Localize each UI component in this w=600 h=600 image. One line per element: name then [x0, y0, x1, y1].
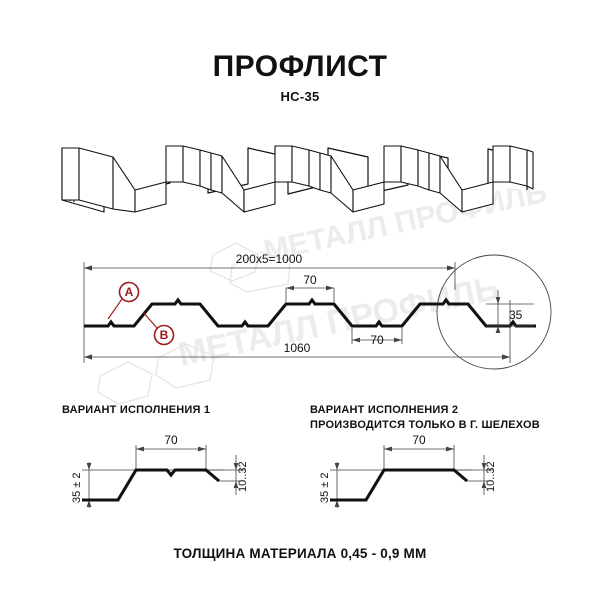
- dim-label-top-flat: 70: [303, 273, 317, 287]
- callout-a-label: A: [125, 285, 134, 299]
- watermark: МЕТАЛЛ ПРОФИЛЬ МЕТАЛЛ ПРОФИЛЬ: [97, 176, 550, 405]
- variant-2-radius-label: 10..32: [485, 461, 497, 492]
- cross-section-view: 200x5=1000 1060 70: [83, 252, 552, 370]
- page-title: ПРОФЛИСТ: [212, 50, 388, 83]
- variant-1-top-width-label: 70: [164, 433, 178, 447]
- detail-circle: [436, 254, 552, 370]
- variant-2-profile-line: [330, 468, 469, 502]
- variant-2-subtitle: ПРОИЗВОДИТСЯ ТОЛЬКО В Г. ШЕЛЕХОВ: [310, 419, 540, 431]
- dim-module-1000: [83, 262, 456, 330]
- callout-a: A: [107, 281, 140, 320]
- variant-1-profile-line: [82, 468, 221, 502]
- isometric-profile-sheet: [61, 145, 534, 213]
- callout-b-label: B: [160, 328, 169, 342]
- variant-2-detail: 70 10..32 35 ± 2: [319, 433, 497, 508]
- variant-2-top-width-label: 70: [412, 433, 426, 447]
- dim-label-module: 200x5=1000: [236, 252, 303, 266]
- callout-b: B: [142, 311, 175, 346]
- variant-2-title: ВАРИАНТ ИСПОЛНЕНИЯ 2: [310, 404, 459, 416]
- dim-height-35: [486, 290, 534, 333]
- dim-label-bottom-flat: 70: [370, 333, 384, 347]
- dim-top-flat-70: [285, 285, 335, 302]
- variant-1-radius-label: 10..32: [237, 461, 249, 492]
- variant-2-height-label: 35 ± 2: [319, 472, 331, 503]
- watermark-logo: [97, 242, 291, 405]
- dim-bottom-flat-70: [351, 328, 403, 344]
- dim-label-width: 1060: [284, 341, 311, 355]
- cross-section-profile: [84, 297, 536, 328]
- variant-1-detail: 70 10..32 35 ± 2: [71, 433, 249, 508]
- variant-1-title: ВАРИАНТ ИСПОЛНЕНИЯ 1: [62, 404, 211, 416]
- page-subtitle: НС-35: [280, 89, 320, 104]
- variant-1-height-label: 35 ± 2: [71, 472, 83, 503]
- material-thickness-note: ТОЛЩИНА МАТЕРИАЛА 0,45 - 0,9 ММ: [173, 546, 427, 561]
- dim-label-height: 35: [509, 308, 523, 322]
- watermark-text-lower: МЕТАЛЛ ПРОФИЛЬ: [175, 269, 502, 374]
- dim-width-1060: [83, 300, 511, 363]
